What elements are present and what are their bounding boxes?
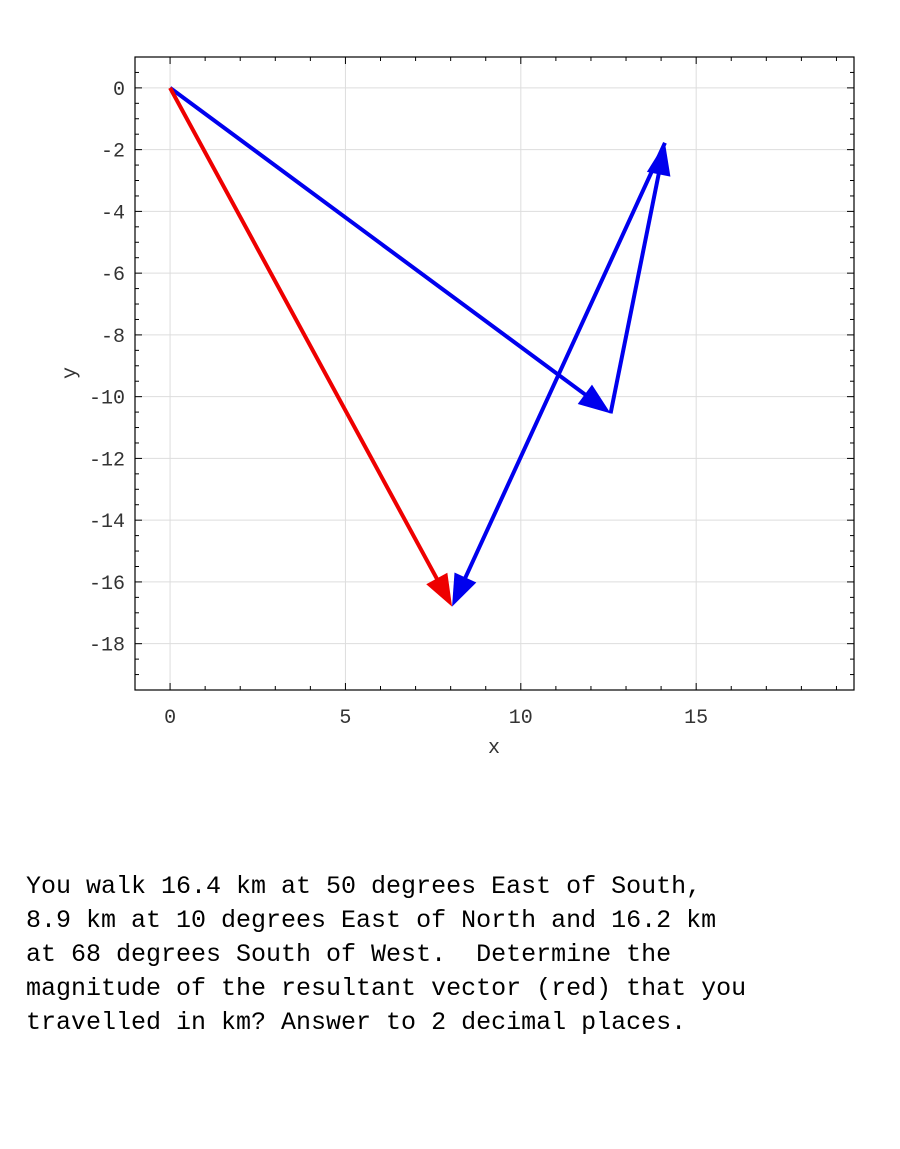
displacement-vector-2 xyxy=(608,142,671,414)
y-axis-label: y xyxy=(59,367,82,379)
vector-layer xyxy=(168,86,671,607)
resultant-vector xyxy=(168,86,453,607)
y-tick-label: -18 xyxy=(89,635,125,658)
x-tick-label: 10 xyxy=(509,707,533,730)
x-tick-label: 15 xyxy=(684,707,708,730)
displacement-vector-3-shaft xyxy=(461,142,667,583)
displacement-vector-1-shaft xyxy=(168,86,590,399)
y-tick-label: -14 xyxy=(89,511,125,534)
x-axis-label: x xyxy=(488,737,500,760)
vector-chart: 0 5 10 15 0 -2 -4 -6 -8 -10 -12 -14 -16 -18 x y xyxy=(59,56,855,760)
y-tick-label: -12 xyxy=(89,449,125,472)
displacement-vector-1-arrowhead xyxy=(577,384,611,414)
displacement-vector-1 xyxy=(168,86,611,414)
x-tick-label: 0 xyxy=(164,707,176,730)
y-tick-label: -10 xyxy=(89,388,125,411)
x-tick-label: 5 xyxy=(339,707,351,730)
y-tick-label: -4 xyxy=(101,202,125,225)
displacement-vector-3 xyxy=(452,142,667,607)
y-tick-label: -8 xyxy=(101,326,125,349)
y-tick-label: 0 xyxy=(113,79,125,102)
grid-layer xyxy=(135,57,854,690)
resultant-vector-arrowhead xyxy=(426,572,453,607)
y-tick-label: -16 xyxy=(89,573,125,596)
resultant-vector-shaft xyxy=(168,86,441,583)
y-tick-label: -2 xyxy=(101,141,125,164)
y-tick-label: -6 xyxy=(101,264,125,287)
displacement-vector-3-arrowhead xyxy=(452,572,477,607)
plot-frame xyxy=(134,56,855,691)
question-text: You walk 16.4 km at 50 degrees East of S… xyxy=(26,872,747,1037)
displacement-vector-2-shaft xyxy=(608,169,662,414)
tick-layer: 0 5 10 15 0 -2 -4 -6 -8 -10 -12 -14 -16 -18 xyxy=(89,56,854,730)
